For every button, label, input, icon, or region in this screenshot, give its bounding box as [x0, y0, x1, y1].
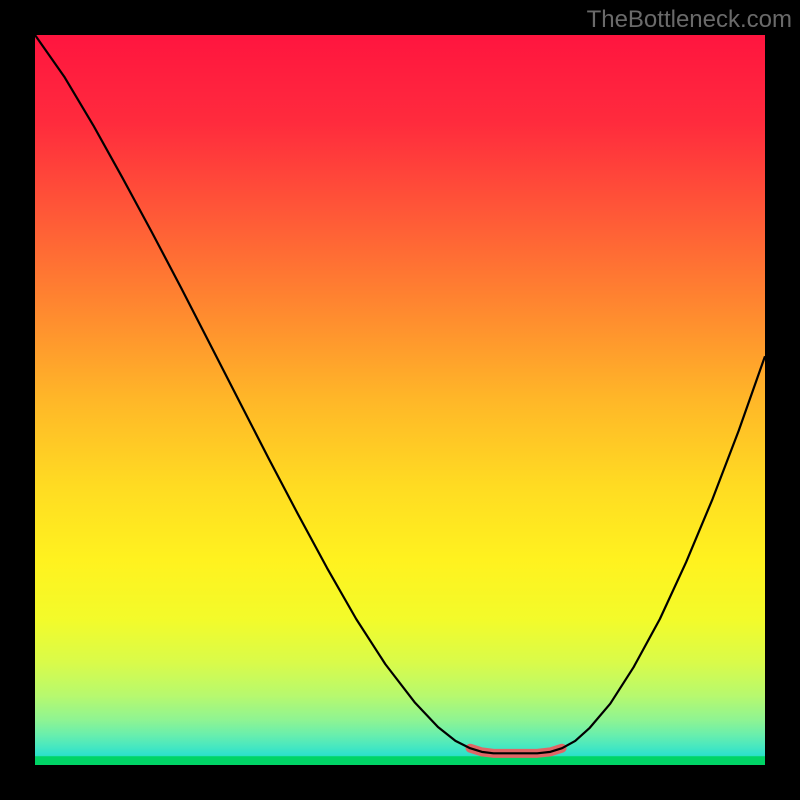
bottom-band	[35, 756, 765, 765]
gradient-background	[35, 35, 765, 765]
chart-svg	[35, 35, 765, 765]
watermark-text: TheBottleneck.com	[587, 6, 792, 34]
chart-container: TheBottleneck.com	[0, 0, 800, 800]
plot-area	[35, 35, 765, 765]
